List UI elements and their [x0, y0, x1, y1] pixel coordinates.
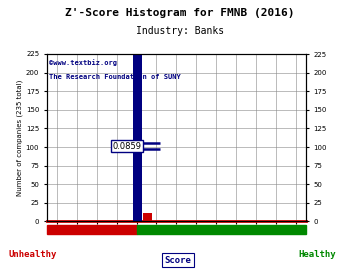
Y-axis label: Number of companies (235 total): Number of companies (235 total) [17, 79, 23, 196]
Text: ©www.textbiz.org: ©www.textbiz.org [49, 59, 117, 66]
Text: 0.0859: 0.0859 [113, 142, 141, 151]
Text: Score: Score [165, 256, 192, 265]
Text: Z'-Score Histogram for FMNB (2016): Z'-Score Histogram for FMNB (2016) [65, 8, 295, 18]
Text: Unhealthy: Unhealthy [8, 250, 57, 259]
Text: Industry: Banks: Industry: Banks [136, 26, 224, 36]
Bar [133, 54, 142, 221]
Text: The Research Foundation of SUNY: The Research Foundation of SUNY [49, 74, 181, 80]
Bar [143, 213, 152, 221]
Text: Healthy: Healthy [298, 250, 336, 259]
